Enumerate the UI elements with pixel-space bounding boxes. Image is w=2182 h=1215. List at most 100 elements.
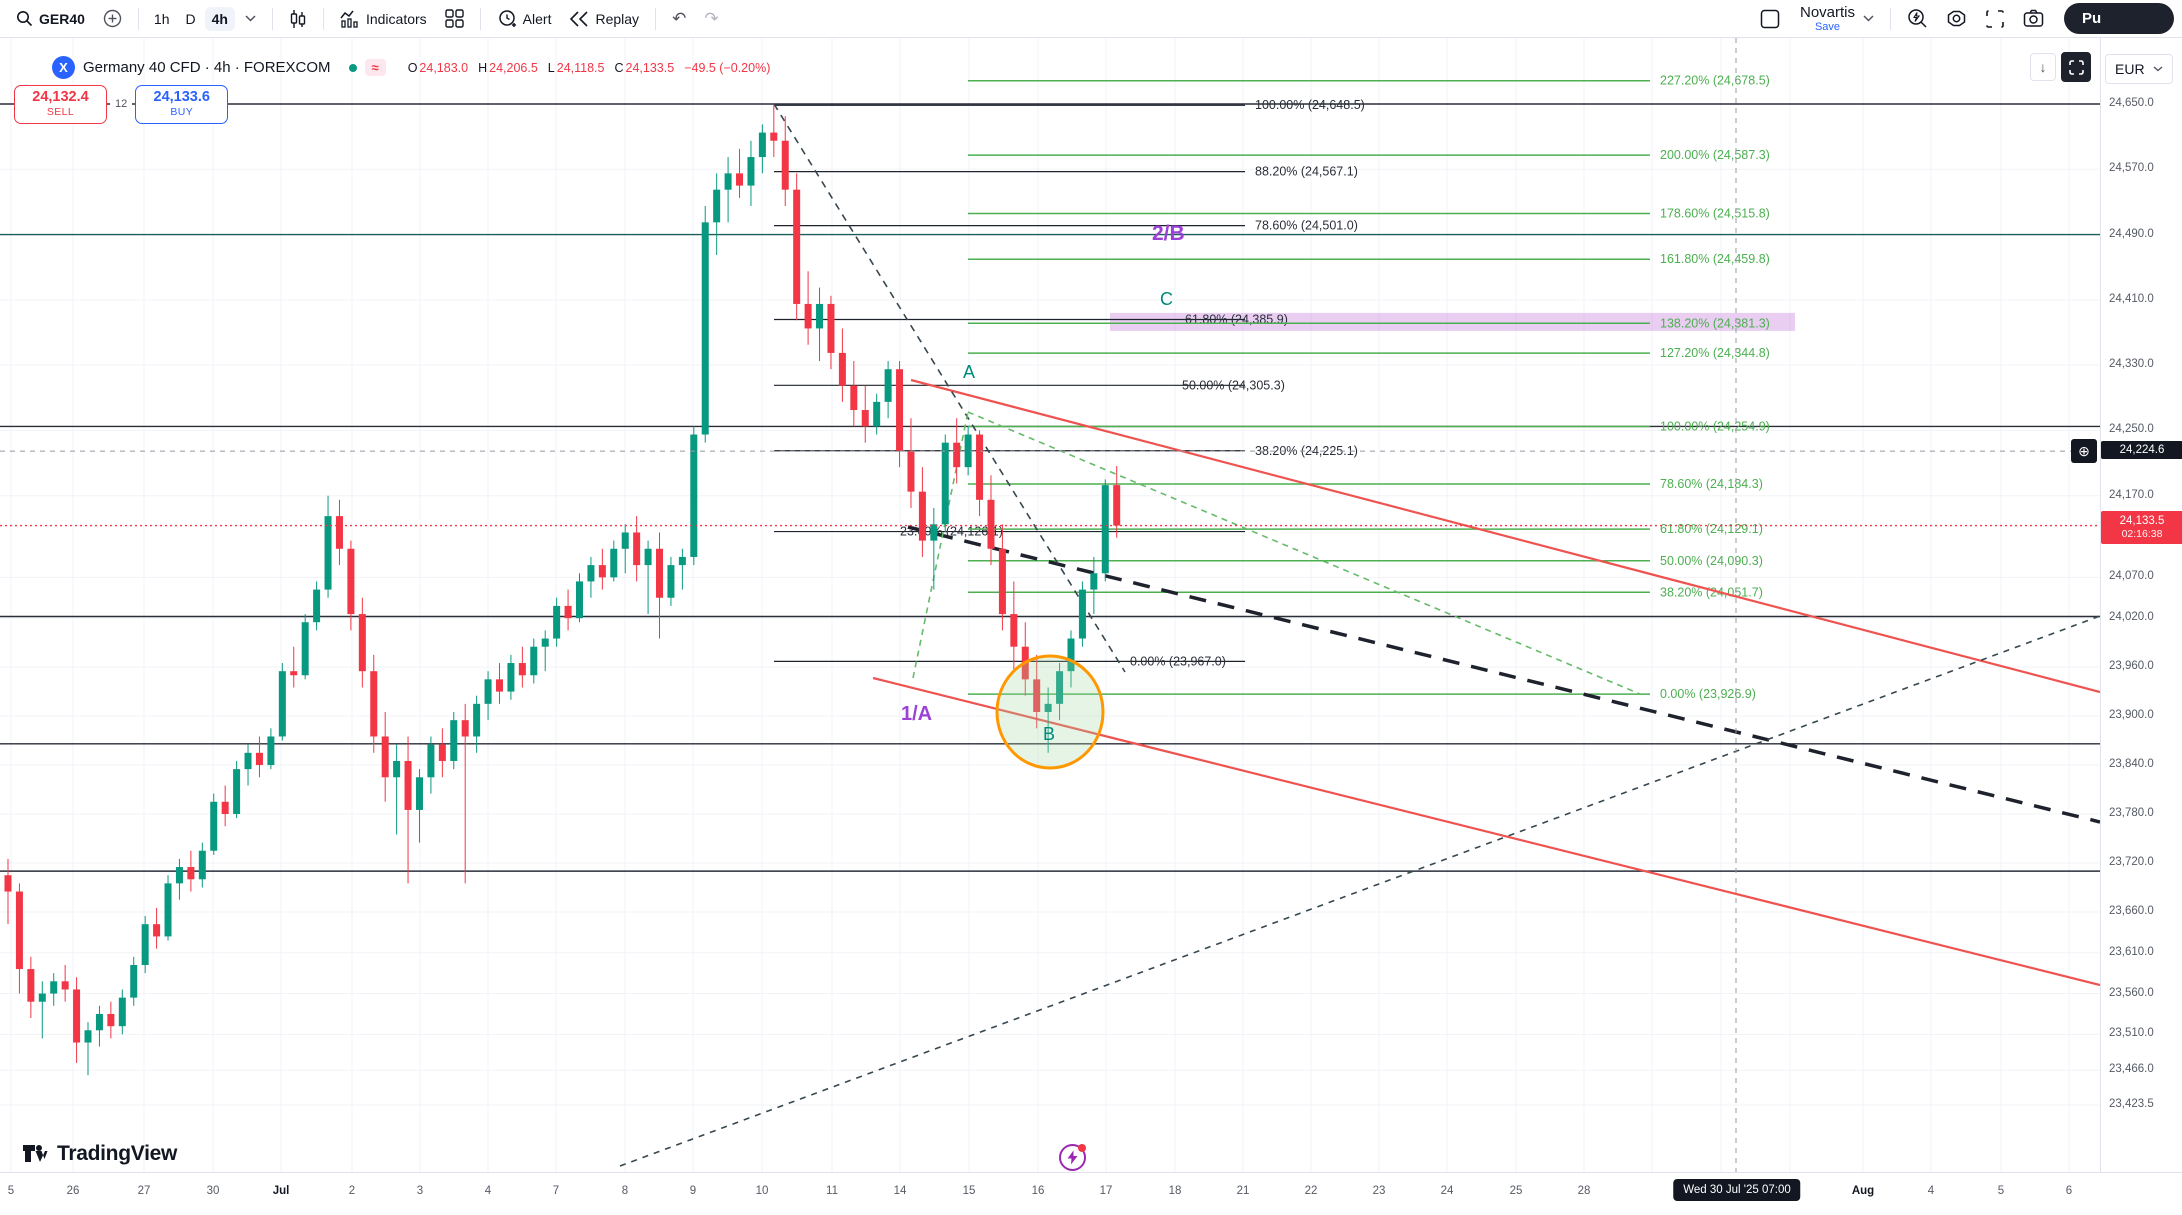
black-dashed-steep-trendline[interactable] bbox=[773, 103, 1126, 673]
time-axis-label: 9 bbox=[689, 1185, 697, 1197]
annotation-b[interactable]: B bbox=[1043, 724, 1055, 744]
timeframe-4h-active[interactable]: 4h bbox=[204, 6, 235, 31]
time-axis-label: 7 bbox=[552, 1185, 560, 1197]
quick-search-button[interactable] bbox=[1899, 4, 1936, 33]
fib-retracement-label: 61.80% (24,385.9) bbox=[1185, 313, 1288, 327]
price-axis-label: 24,410.0 bbox=[2109, 292, 2154, 305]
price-axis[interactable]: EUR 24,650.0 24,570.0 24,490.0 24,410.0 24,3… bbox=[2071, 38, 2182, 1172]
candle-body bbox=[153, 924, 161, 937]
candle-body bbox=[198, 850, 206, 880]
scroll-to-recent-button[interactable]: ↓ bbox=[2030, 53, 2056, 81]
undo-button[interactable]: ↶ bbox=[664, 6, 694, 31]
snapshot-button[interactable] bbox=[2015, 5, 2052, 32]
timeframe-daily[interactable]: D bbox=[185, 10, 196, 27]
alert-label: Alert bbox=[522, 10, 552, 27]
market-status-dot[interactable] bbox=[348, 63, 357, 72]
timeframe-1h[interactable]: 1h bbox=[153, 10, 170, 27]
compare-add-button[interactable] bbox=[95, 5, 130, 32]
sell-price: 24,132.4 bbox=[32, 89, 89, 105]
candle-body bbox=[301, 622, 309, 676]
panel-layout-button[interactable] bbox=[1752, 5, 1788, 33]
high-value: 24,206.5 bbox=[489, 60, 538, 75]
auto-scale-button[interactable] bbox=[2061, 52, 2091, 82]
fib-extension-label: 38.20% (24,051.7) bbox=[1660, 585, 1763, 599]
candle-body bbox=[1067, 638, 1075, 672]
approx-price-badge[interactable]: ≈ bbox=[364, 59, 386, 76]
candle-body bbox=[324, 516, 332, 590]
chart-symbol-title[interactable]: Germany 40 CFD · 4h · FOREXCOM bbox=[83, 59, 331, 76]
black-dashed-rising-trendline[interactable] bbox=[619, 615, 2100, 1167]
flash-actions-button[interactable] bbox=[1059, 1144, 1086, 1171]
red-channel-upper-trendline[interactable] bbox=[910, 378, 2100, 694]
green-dashed-impulse-trendline[interactable] bbox=[912, 411, 969, 679]
indicators-button[interactable]: Indicators bbox=[332, 6, 435, 32]
lightning-search-icon bbox=[1907, 8, 1928, 29]
close-key: C bbox=[614, 60, 624, 75]
currency-selector[interactable]: EUR bbox=[2105, 54, 2173, 84]
candle-body bbox=[1044, 703, 1052, 712]
candle-body bbox=[896, 369, 904, 451]
price-axis-label: 23,560.0 bbox=[2109, 986, 2154, 999]
symbol-search-button[interactable]: GER40 bbox=[8, 6, 93, 31]
chart-style-button[interactable] bbox=[281, 5, 315, 33]
candle-body bbox=[1113, 485, 1121, 526]
candle-body bbox=[518, 663, 526, 676]
candle-body bbox=[404, 760, 412, 810]
chart-pane[interactable]: 100.00% (24,648.5) 88.20% (24,567.1) 78.60… bbox=[0, 38, 2100, 1172]
green-dashed-projection-trendline[interactable] bbox=[967, 411, 1641, 695]
time-axis-label: 10 bbox=[755, 1185, 769, 1197]
candle-body bbox=[461, 720, 469, 737]
timeframe-dropdown-chevron[interactable] bbox=[237, 11, 264, 26]
time-axis[interactable]: 5 26 27 30 Jul 2 3 4 7 8 9 10 11 14 15 16 17 18 21 22 23 24 25… bbox=[0, 1172, 2182, 1215]
chart-canvas[interactable]: 100.00% (24,648.5) 88.20% (24,567.1) 78.60… bbox=[0, 38, 2100, 1172]
redo-button[interactable]: ↷ bbox=[696, 6, 726, 31]
annotation-a[interactable]: A bbox=[963, 362, 975, 382]
buy-button[interactable]: 24,133.6 BUY bbox=[135, 85, 229, 124]
sell-button[interactable]: 24,132.4 SELL bbox=[14, 85, 107, 124]
fib-retracement-label: 88.20% (24,567.1) bbox=[1255, 165, 1358, 179]
price-axis-label: 24,650.0 bbox=[2109, 97, 2154, 109]
fib-retracement-label: 38.20% (24,225.1) bbox=[1255, 444, 1358, 458]
candle-body bbox=[473, 703, 481, 737]
fullscreen-button[interactable] bbox=[1977, 5, 2013, 33]
layout-save-label[interactable]: Save bbox=[1814, 20, 1841, 33]
highlight-ellipse[interactable] bbox=[995, 654, 1105, 770]
fib-extension-label: 161.80% (24,459.8) bbox=[1660, 252, 1770, 266]
layout-manager-button[interactable]: Novartis Save bbox=[1790, 1, 1882, 37]
candle-body bbox=[987, 499, 995, 549]
top-toolbar: GER40 1h D 4h Indicat bbox=[0, 0, 2182, 38]
currency-label: EUR bbox=[2115, 61, 2145, 77]
bar-countdown: 02:16:38 bbox=[2121, 527, 2163, 540]
buy-price: 24,133.6 bbox=[153, 89, 210, 105]
candle-body bbox=[381, 736, 389, 778]
tradingview-logo[interactable]: TradingView bbox=[22, 1140, 177, 1167]
publish-button[interactable]: Pu bbox=[2064, 3, 2174, 34]
toolbar-right: Novartis Save bbox=[1752, 1, 2174, 37]
layout-templates-button[interactable] bbox=[437, 5, 472, 32]
candle-body bbox=[553, 605, 561, 639]
black-dashed-thick-trendline[interactable] bbox=[907, 525, 2100, 824]
candle-body bbox=[793, 189, 801, 304]
candle-body bbox=[941, 442, 949, 525]
replay-button[interactable]: Replay bbox=[561, 7, 647, 31]
settings-button[interactable] bbox=[1938, 4, 1975, 33]
price-axis-label: 24,250.0 bbox=[2109, 423, 2154, 436]
annotation-c[interactable]: C bbox=[1160, 289, 1173, 309]
chart-legend: X Germany 40 CFD · 4h · FOREXCOM ≈ O 24,1… bbox=[52, 56, 770, 79]
candle-body bbox=[1033, 679, 1041, 712]
toolbar-divider bbox=[271, 7, 273, 30]
candle-body bbox=[244, 752, 252, 770]
alert-button[interactable]: Alert bbox=[489, 5, 560, 33]
time-axis-label: 11 bbox=[826, 1185, 838, 1197]
lightning-icon bbox=[1067, 1150, 1078, 1165]
add-order-plus-icon[interactable]: ⊕ bbox=[2071, 439, 2097, 464]
ohlc-readout: O 24,183.0 H 24,206.5 L 24,118.5 C 24,133.5 … bbox=[408, 61, 771, 75]
red-channel-lower-trendline[interactable] bbox=[872, 676, 2100, 987]
candle-body bbox=[953, 442, 961, 468]
annotation-1-a[interactable]: 1/A bbox=[901, 703, 932, 725]
notification-dot bbox=[1078, 1144, 1086, 1152]
candle-body bbox=[998, 548, 1006, 615]
candle-body bbox=[656, 548, 664, 598]
time-axis-label: 14 bbox=[893, 1185, 907, 1197]
annotation-2-b[interactable]: 2/B bbox=[1152, 222, 1185, 245]
